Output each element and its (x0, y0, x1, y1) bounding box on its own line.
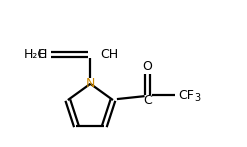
Text: CH: CH (100, 48, 118, 61)
Text: 3: 3 (194, 93, 200, 103)
Text: H: H (38, 48, 47, 61)
Text: CF: CF (178, 89, 194, 102)
Text: H₂C: H₂C (24, 48, 47, 61)
Text: C: C (143, 94, 152, 107)
Text: N: N (86, 77, 95, 90)
Text: O: O (143, 60, 152, 73)
